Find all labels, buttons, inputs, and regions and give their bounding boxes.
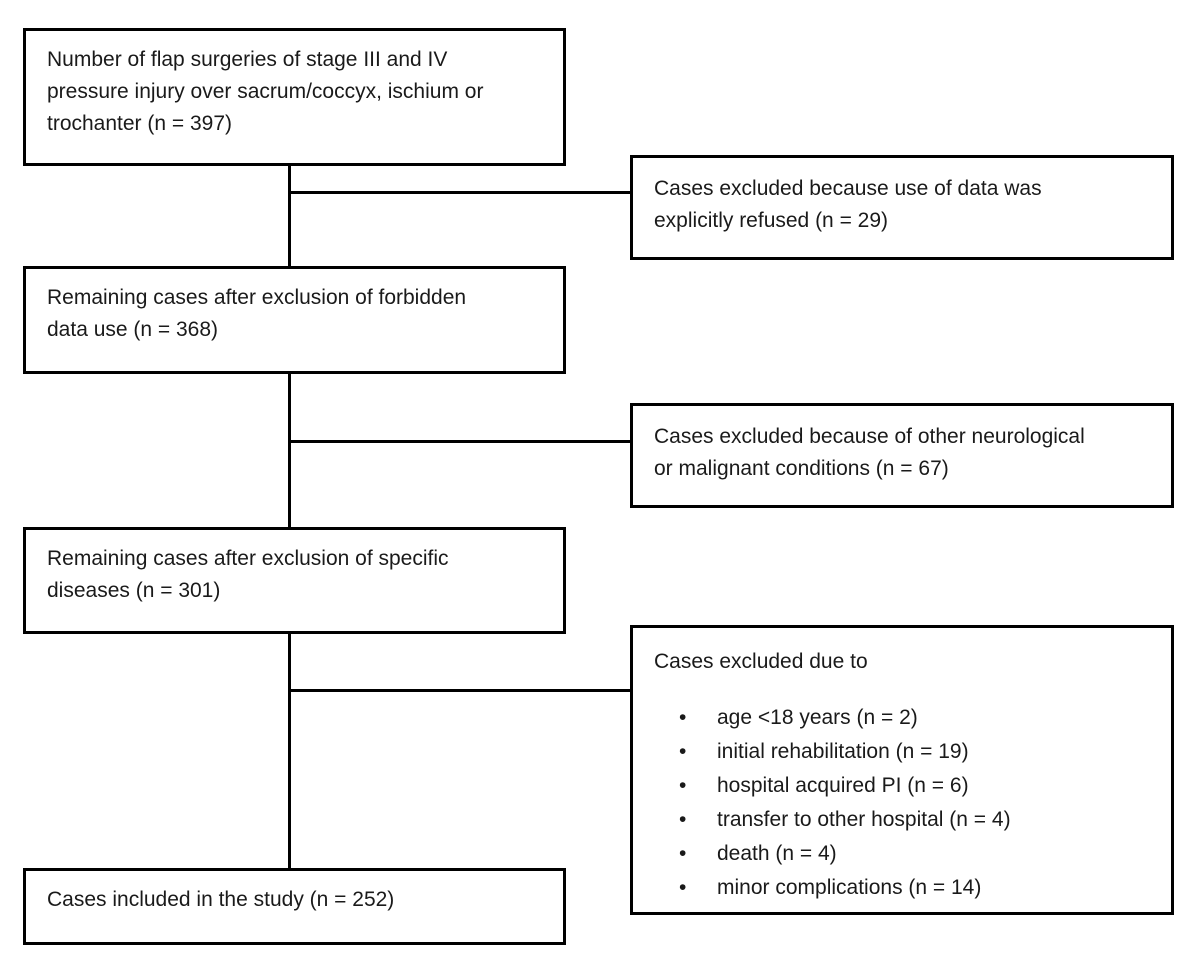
exclusion-reason-item: age <18 years (n = 2)	[679, 701, 1147, 735]
flow-box-excluded-neuro: Cases excluded because of other neurolog…	[630, 403, 1174, 508]
flow-box-remaining-diseases: Remaining cases after exclusion of speci…	[23, 527, 566, 634]
flow-box-excluded-neuro-text: Cases excluded because of other neurolog…	[654, 425, 1085, 480]
exclusion-reason-item: death (n = 4)	[679, 837, 1147, 871]
flow-box-remaining-diseases-text: Remaining cases after exclusion of speci…	[47, 547, 449, 602]
flow-box-excluded-refused: Cases excluded because use of data was e…	[630, 155, 1174, 260]
exclusion-reason-item: initial rehabilitation (n = 19)	[679, 735, 1147, 769]
connector-vertical-1	[288, 166, 291, 266]
flow-box-surgeries: Number of flap surgeries of stage III an…	[23, 28, 566, 166]
flow-box-included-text: Cases included in the study (n = 252)	[47, 888, 395, 911]
connector-branch-3	[288, 689, 630, 692]
flow-box-remaining-forbidden-text: Remaining cases after exclusion of forbi…	[47, 286, 467, 341]
connector-branch-1	[288, 191, 630, 194]
flow-box-excluded-due-to-heading: Cases excluded due to	[654, 650, 868, 673]
exclusion-reason-item: hospital acquired PI (n = 6)	[679, 769, 1147, 803]
flow-box-excluded-refused-text: Cases excluded because use of data was e…	[654, 177, 1042, 232]
flow-box-surgeries-text: Number of flap surgeries of stage III an…	[47, 48, 484, 135]
connector-branch-2	[288, 440, 630, 443]
flow-box-remaining-forbidden: Remaining cases after exclusion of forbi…	[23, 266, 566, 374]
exclusion-reason-item: minor complications (n = 14)	[679, 871, 1147, 905]
flow-box-excluded-due-to: Cases excluded due to age <18 years (n =…	[630, 625, 1174, 915]
connector-vertical-2	[288, 373, 291, 527]
exclusion-reason-item: transfer to other hospital (n = 4)	[679, 803, 1147, 837]
connector-vertical-3	[288, 633, 291, 868]
flow-box-included: Cases included in the study (n = 252)	[23, 868, 566, 945]
exclusion-reason-list: age <18 years (n = 2) initial rehabilita…	[633, 701, 1171, 905]
